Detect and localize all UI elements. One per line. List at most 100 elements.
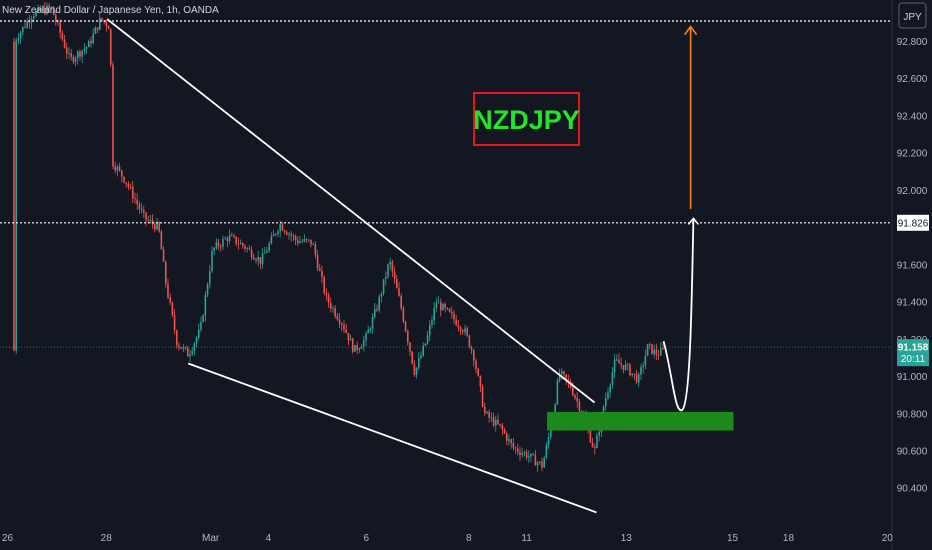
lower-trendline (187, 362, 597, 514)
candle-body (250, 249, 253, 258)
candle-body (259, 257, 262, 264)
candle-body (556, 380, 559, 405)
candle-body (57, 21, 59, 23)
candle-body (640, 367, 642, 375)
candle-body (593, 446, 596, 448)
candle-body (622, 365, 625, 370)
candle-body (402, 308, 405, 322)
candle-body (512, 443, 515, 448)
candle-body (345, 329, 347, 333)
price-axis: 92.800 92.600 92.400 92.200 92.000 91.600 91.4… (891, 0, 929, 550)
candle-body (365, 333, 367, 341)
candle-body (510, 439, 512, 444)
candle-body (367, 329, 369, 334)
candle-body (32, 16, 35, 19)
candle-body (530, 453, 532, 457)
candle-body (347, 332, 350, 341)
candle-body (274, 233, 277, 235)
instrument-label: NZDJPY (473, 105, 580, 135)
candle-body (107, 26, 110, 29)
candle-body (17, 38, 20, 41)
candle-body (477, 368, 479, 376)
y-tick-label: 91.400 (897, 298, 928, 309)
candle-body (149, 219, 152, 221)
candle-body (492, 417, 495, 426)
candle-body (598, 431, 600, 436)
candle-body (481, 386, 484, 407)
projection-path (662, 218, 695, 411)
y-tick-label: 92.400 (897, 111, 928, 122)
current-price-label: 91.158 (898, 343, 929, 354)
candle-body (147, 219, 149, 221)
candle-body (301, 241, 303, 243)
currency-button-label: JPY (903, 12, 922, 23)
candle-body (384, 276, 387, 280)
candle-body (547, 437, 550, 446)
candle-body (437, 302, 440, 304)
candle-body (248, 248, 251, 250)
candle-body (534, 454, 537, 466)
candle-body (571, 387, 574, 396)
currency-button[interactable]: JPY (898, 2, 927, 29)
candle-body (224, 238, 226, 240)
candle-body (125, 182, 127, 184)
candle-body (39, 7, 42, 11)
candle-body (246, 248, 248, 250)
candle-body (48, 5, 50, 8)
candle-body (316, 255, 319, 269)
candle-body (153, 224, 156, 230)
y-tick-label: 92.600 (897, 74, 928, 85)
candle-body (646, 344, 649, 356)
candle-body (499, 423, 501, 426)
candle-body (85, 47, 88, 49)
candle-body (532, 453, 534, 455)
candle-body (604, 398, 607, 407)
candle-body (426, 335, 429, 344)
candle-body (244, 245, 246, 249)
candle-body (164, 261, 167, 284)
y-tick-label: 91.600 (897, 260, 928, 271)
y-tick-label: 92.200 (897, 149, 928, 160)
candle-body (235, 236, 237, 244)
candle-body (28, 21, 31, 23)
x-tick-label: 13 (621, 533, 633, 544)
candle-body (215, 242, 218, 248)
candle-body (299, 241, 301, 244)
candle-body (160, 231, 163, 250)
candle-body (131, 186, 134, 199)
candle-body (290, 234, 292, 236)
candle-body (158, 222, 160, 232)
candle-body (629, 364, 631, 376)
candle-body (151, 219, 154, 225)
candle-body (327, 294, 330, 303)
candle-body (197, 329, 200, 338)
candle-body (54, 14, 57, 22)
candle-body (620, 363, 622, 366)
candle-body (63, 39, 66, 48)
candle-body (486, 411, 488, 414)
candle-body (204, 294, 207, 316)
candle-body (140, 208, 143, 210)
candle-body (442, 303, 444, 311)
candle-body (123, 176, 125, 183)
candle-body (391, 261, 394, 272)
candle-body (497, 419, 499, 424)
candle-body (109, 28, 112, 65)
candle-body (455, 319, 457, 326)
candle-body (270, 236, 273, 244)
candle-body (523, 452, 526, 454)
candle-body (193, 343, 196, 351)
y-tick-label: 92.000 (897, 186, 928, 197)
x-tick-label: 28 (101, 533, 113, 544)
candle-body (589, 430, 592, 443)
candle-body (129, 186, 132, 188)
candle-body (314, 244, 317, 256)
candle-body (362, 340, 365, 347)
candle-body (433, 307, 435, 321)
candle-body (266, 250, 268, 253)
candle-body (389, 261, 391, 265)
candle-body (516, 448, 519, 452)
y-tick-label: 90.400 (897, 484, 928, 495)
